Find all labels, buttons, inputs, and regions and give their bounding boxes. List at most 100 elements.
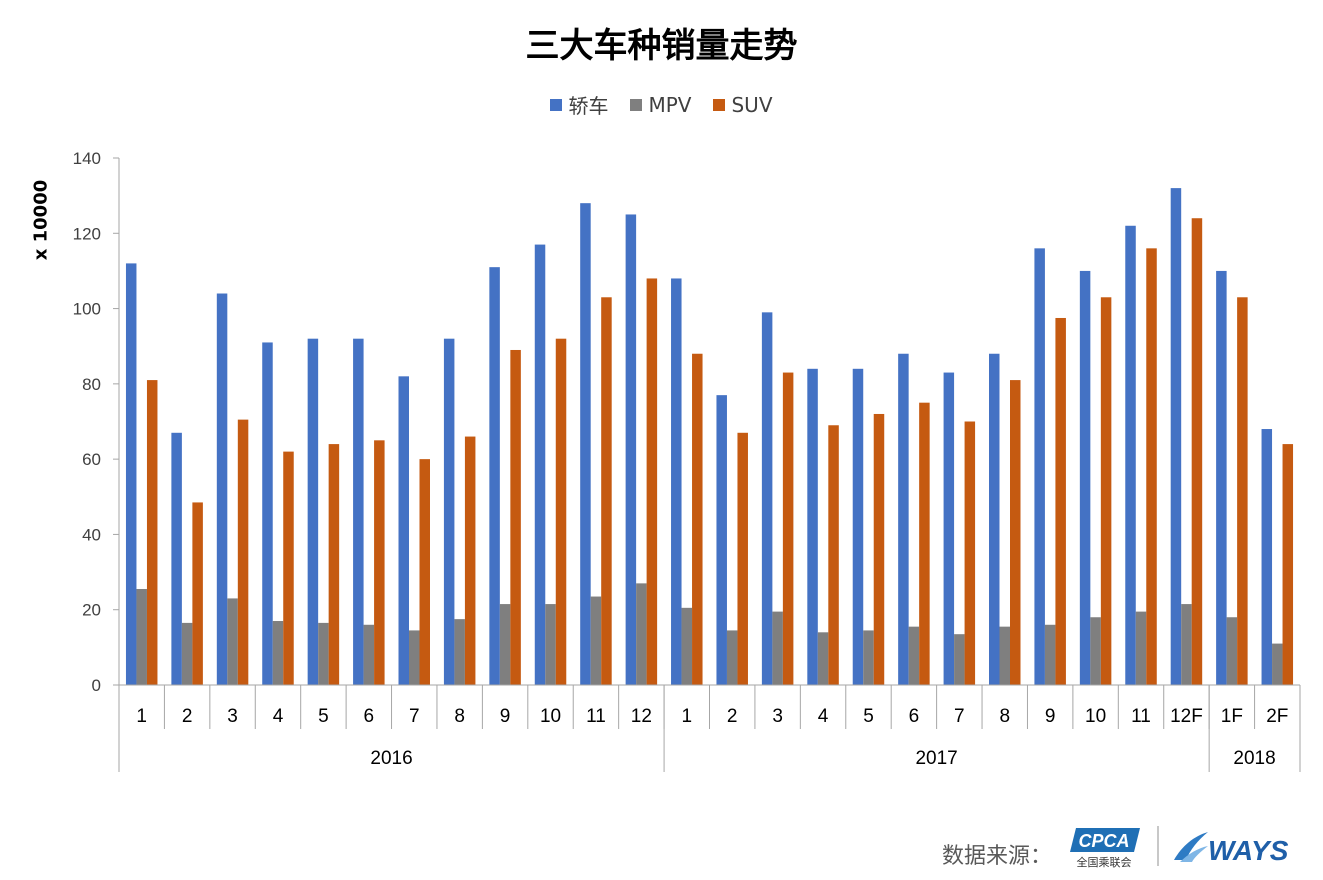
bar-SUV-13 (737, 432, 748, 685)
bar-轿车-25 (1261, 429, 1273, 685)
cpca-logo-text: CPCA (1078, 831, 1129, 851)
bar-MPV-21 (1090, 617, 1101, 685)
ways-logo-text: WAYS (1208, 835, 1289, 866)
bar-轿车-21 (1079, 270, 1091, 685)
bar-SUV-23 (1191, 218, 1203, 686)
ways-logo: WAYS (1174, 832, 1289, 866)
x-tick-label: 5 (318, 706, 329, 727)
logo-divider (1157, 826, 1159, 866)
bar-MPV-17 (908, 626, 920, 685)
bar-轿车-1 (171, 432, 182, 685)
bar-MPV-20 (1044, 624, 1056, 685)
bar-轿车-5 (353, 338, 364, 685)
bar-轿车-18 (943, 372, 955, 685)
y-tick-label: 80 (82, 375, 101, 394)
y-tick-label: 40 (82, 525, 101, 544)
x-tick-label: 8 (999, 706, 1010, 727)
x-tick-label: 4 (818, 706, 829, 727)
y-tick-label: 140 (73, 149, 101, 168)
x-tick-label: 6 (909, 706, 920, 727)
bar-SUV-10 (601, 297, 612, 685)
bar-MPV-11 (636, 583, 647, 685)
bar-SUV-15 (828, 425, 839, 685)
cpca-logo-subtext: 全国乘联会 (1077, 855, 1132, 869)
bar-MPV-10 (590, 596, 602, 685)
bar-SUV-18 (964, 421, 976, 685)
bar-轿车-22 (1125, 225, 1136, 685)
bar-轿车-24 (1216, 270, 1227, 685)
bar-MPV-18 (954, 634, 965, 685)
bar-MPV-0 (136, 589, 147, 685)
x-tick-label: 9 (1045, 706, 1056, 727)
bar-SUV-24 (1237, 297, 1248, 685)
legend: 轿车 MPV SUV (0, 90, 1323, 119)
y-tick-label: 20 (82, 601, 101, 620)
x-tick-label: 8 (454, 706, 465, 727)
bar-轿车-11 (625, 214, 637, 685)
bar-轿车-8 (489, 267, 500, 685)
chart-title: 三大车种销量走势 (525, 26, 798, 66)
y-tick-label: 0 (92, 676, 101, 695)
bar-MPV-19 (999, 626, 1010, 685)
x-tick-label: 9 (500, 706, 511, 727)
y-tick-label: 60 (82, 450, 101, 469)
x-group-label: 2016 (370, 748, 412, 769)
bar-轿车-0 (125, 263, 137, 685)
bar-SUV-6 (419, 459, 430, 685)
x-group-label: 2018 (1233, 748, 1275, 769)
bar-轿车-9 (534, 244, 546, 685)
legend-label: 轿车 (568, 94, 609, 118)
x-tick-label: 12F (1170, 706, 1203, 727)
bar-SUV-11 (646, 278, 658, 685)
y-tick-label: 100 (73, 300, 101, 319)
bar-MPV-2 (227, 598, 238, 685)
source-label: 数据来源： (942, 844, 1053, 869)
x-tick-label: 7 (954, 706, 965, 727)
x-tick-label: 3 (772, 706, 783, 727)
x-tick-label: 3 (227, 706, 238, 727)
x-tick-label: 5 (863, 706, 874, 727)
bar-轿车-15 (807, 368, 818, 685)
bar-MPV-24 (1226, 617, 1238, 685)
bar-轿车-6 (398, 376, 409, 685)
bar-SUV-4 (328, 444, 340, 685)
bar-SUV-1 (192, 502, 203, 685)
x-tick-label: 1F (1221, 706, 1243, 727)
x-group-label: 2017 (915, 748, 957, 769)
bar-MPV-16 (863, 630, 874, 685)
bar-轿车-12 (671, 278, 682, 685)
bar-轿车-7 (443, 338, 455, 685)
legend-label: MPV (648, 92, 692, 117)
bar-SUV-9 (555, 338, 567, 685)
bar-MPV-13 (726, 630, 738, 685)
bar-SUV-22 (1146, 248, 1157, 685)
bar-MPV-4 (318, 622, 329, 685)
bar-SUV-7 (464, 436, 476, 685)
legend-swatch (630, 98, 643, 111)
bar-MPV-8 (499, 604, 511, 685)
bar-SUV-2 (237, 419, 249, 685)
bar-SUV-25 (1282, 444, 1294, 685)
bar-MPV-15 (817, 632, 829, 685)
bar-SUV-12 (692, 353, 703, 685)
bar-MPV-5 (363, 624, 375, 685)
bar-SUV-17 (919, 402, 930, 685)
bar-SUV-16 (873, 413, 885, 685)
bar-MPV-7 (454, 619, 465, 686)
x-tick-label: 2 (727, 706, 738, 727)
bar-MPV-1 (181, 622, 193, 685)
bar-MPV-22 (1135, 611, 1147, 685)
x-tick-label: 2 (182, 706, 193, 727)
bar-MPV-25 (1272, 643, 1283, 685)
x-tick-label: 2F (1266, 706, 1288, 727)
x-tick-label: 10 (1085, 706, 1106, 727)
x-tick-label: 1 (136, 706, 147, 727)
x-tick-label: 6 (364, 706, 375, 727)
x-tick-label: 11 (586, 706, 606, 727)
x-tick-label: 12 (631, 706, 652, 727)
bar-轿车-19 (989, 353, 1000, 685)
bar-SUV-3 (283, 451, 294, 685)
legend-item: 轿车 (550, 90, 608, 119)
x-tick-label: 1 (681, 706, 692, 727)
